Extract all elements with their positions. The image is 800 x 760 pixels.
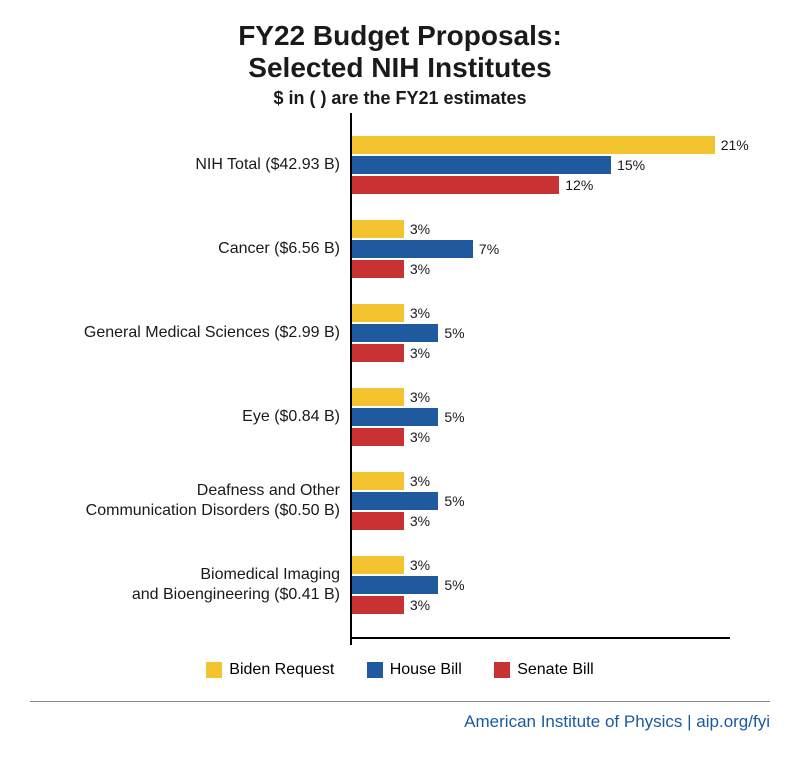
bar-row: 5% [352, 324, 465, 342]
bar [352, 596, 404, 614]
bar [352, 136, 715, 154]
legend-item: Senate Bill [494, 661, 594, 679]
bar-group: NIH Total ($42.93 B)21%15%12% [30, 129, 730, 201]
legend-label: House Bill [390, 661, 462, 679]
bar-row: 15% [352, 156, 645, 174]
bar-value-label: 7% [479, 241, 499, 257]
bar-row: 3% [352, 428, 430, 446]
bar [352, 512, 404, 530]
bar-value-label: 3% [410, 557, 430, 573]
bar [352, 240, 473, 258]
bar-value-label: 15% [617, 157, 645, 173]
category-label: General Medical Sciences ($2.99 B) [30, 323, 340, 343]
category-label: Eye ($0.84 B) [30, 407, 340, 427]
legend-item: Biden Request [206, 661, 334, 679]
bar [352, 408, 438, 426]
bar [352, 472, 404, 490]
bar-row: 3% [352, 472, 430, 490]
bar-row: 3% [352, 304, 430, 322]
category-label: NIH Total ($42.93 B) [30, 155, 340, 175]
axis-tick-bottom [350, 639, 352, 645]
legend-swatch [206, 662, 222, 678]
bar-value-label: 5% [444, 577, 464, 593]
bar [352, 324, 438, 342]
bar-value-label: 3% [410, 597, 430, 613]
bar-value-label: 3% [410, 261, 430, 277]
bar-group: General Medical Sciences ($2.99 B) 3% 5% 3% [30, 297, 730, 369]
bar-group: Deafness and Other Communication Disorde… [30, 465, 730, 537]
bar-row: 7% [352, 240, 499, 258]
bar [352, 176, 559, 194]
legend-item: House Bill [367, 661, 462, 679]
legend-swatch [367, 662, 383, 678]
bar-group: Biomedical Imaging and Bioengineering ($… [30, 549, 730, 621]
chart-title-line1: FY22 Budget Proposals: [30, 20, 770, 52]
bar-row: 3% [352, 344, 430, 362]
bar-value-label: 3% [410, 389, 430, 405]
bar [352, 576, 438, 594]
bar-value-label: 3% [410, 305, 430, 321]
bar [352, 492, 438, 510]
bar-value-label: 5% [444, 409, 464, 425]
category-label: Biomedical Imaging and Bioengineering ($… [30, 565, 340, 605]
bar-value-label: 5% [444, 325, 464, 341]
bar [352, 428, 404, 446]
bar-value-label: 3% [410, 473, 430, 489]
bar-row: 3% [352, 260, 430, 278]
legend-swatch [494, 662, 510, 678]
bar-row: 12% [352, 176, 593, 194]
bar-row: 3% [352, 512, 430, 530]
category-label: Deafness and Other Communication Disorde… [30, 481, 340, 521]
attribution: American Institute of Physics | aip.org/… [30, 712, 770, 732]
bar-row: 3% [352, 596, 430, 614]
bar-row: 5% [352, 576, 465, 594]
title-block: FY22 Budget Proposals: Selected NIH Inst… [30, 20, 770, 109]
bar [352, 388, 404, 406]
chart-area: NIH Total ($42.93 B) 21% 15% 12% Cancer ($6.… [30, 119, 770, 639]
bar-value-label: 3% [410, 221, 430, 237]
bar [352, 260, 404, 278]
bar-row: 21% [352, 136, 749, 154]
legend: Biden Request House Bill Senate Bill [30, 661, 770, 683]
bar [352, 220, 404, 238]
bar-value-label: 3% [410, 513, 430, 529]
chart-title-line2: Selected NIH Institutes [30, 52, 770, 84]
bar [352, 156, 611, 174]
bar [352, 556, 404, 574]
bar-group: Cancer ($6.56 B) 3% 7% 3% [30, 213, 730, 285]
bar-row: 3% [352, 556, 430, 574]
bar [352, 344, 404, 362]
bar-value-label: 5% [444, 493, 464, 509]
bar-row: 5% [352, 492, 465, 510]
legend-label: Senate Bill [517, 661, 594, 679]
footer-rule [30, 701, 770, 702]
chart-subtitle: $ in ( ) are the FY21 estimates [30, 88, 770, 109]
bar-row: 3% [352, 388, 430, 406]
bar-value-label: 3% [410, 345, 430, 361]
bar-row: 5% [352, 408, 465, 426]
bar-row: 3% [352, 220, 430, 238]
category-label: Cancer ($6.56 B) [30, 239, 340, 259]
x-axis [350, 637, 730, 639]
bar-value-label: 12% [565, 177, 593, 193]
bar-value-label: 3% [410, 429, 430, 445]
legend-label: Biden Request [229, 661, 334, 679]
bar-value-label: 21% [721, 137, 749, 153]
bar [352, 304, 404, 322]
bar-group: Eye ($0.84 B) 3% 5% 3% [30, 381, 730, 453]
